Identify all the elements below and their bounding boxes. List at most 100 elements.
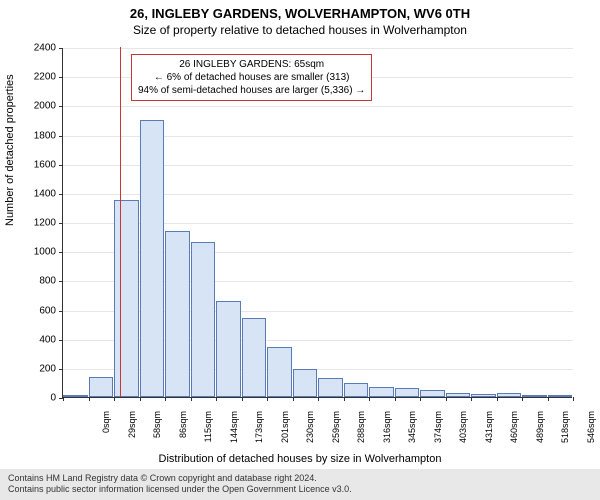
xtick-mark [114, 397, 115, 401]
ytick-label: 2200 [16, 72, 56, 83]
chart-subtitle: Size of property relative to detached ho… [0, 21, 600, 37]
ytick-mark [59, 223, 63, 224]
chart-area: 0sqm29sqm58sqm86sqm115sqm144sqm173sqm201… [62, 48, 572, 398]
ytick-label: 400 [16, 334, 56, 345]
histogram-bar [548, 395, 573, 397]
histogram-bar [446, 393, 471, 397]
xtick-label: 173sqm [254, 411, 264, 456]
xtick-label: 431sqm [484, 411, 494, 456]
xtick-label: 288sqm [356, 411, 366, 456]
histogram-bar [89, 377, 114, 397]
ytick-mark [59, 106, 63, 107]
ytick-mark [59, 136, 63, 137]
footer-line-2: Contains public sector information licen… [8, 484, 592, 496]
xtick-label: 201sqm [280, 411, 290, 456]
y-axis-label: Number of detached properties [4, 74, 16, 226]
histogram-bar [63, 395, 88, 397]
xtick-mark [548, 397, 549, 401]
xtick-mark [318, 397, 319, 401]
ytick-label: 1200 [16, 218, 56, 229]
xtick-mark [191, 397, 192, 401]
xtick-mark [293, 397, 294, 401]
ytick-mark [59, 165, 63, 166]
histogram-bar [267, 347, 292, 397]
histogram-bar [165, 231, 190, 397]
histogram-bar [191, 242, 216, 397]
histogram-bar [420, 390, 445, 397]
xtick-label: 316sqm [382, 411, 392, 456]
xtick-mark [420, 397, 421, 401]
ytick-mark [59, 48, 63, 49]
ytick-mark [59, 311, 63, 312]
histogram-bar [471, 394, 496, 397]
histogram-bar [140, 120, 165, 397]
ytick-label: 0 [16, 393, 56, 404]
xtick-label: 374sqm [433, 411, 443, 456]
ytick-label: 2000 [16, 101, 56, 112]
reference-line [120, 47, 121, 397]
xtick-mark [497, 397, 498, 401]
xtick-mark [471, 397, 472, 401]
histogram-bar [293, 369, 318, 397]
xtick-mark [63, 397, 64, 401]
footer-attribution: Contains HM Land Registry data © Crown c… [0, 469, 600, 500]
xtick-label: 29sqm [127, 411, 137, 456]
ytick-mark [59, 369, 63, 370]
xtick-mark [165, 397, 166, 401]
ytick-label: 1000 [16, 247, 56, 258]
xtick-mark [267, 397, 268, 401]
xtick-mark [522, 397, 523, 401]
xtick-label: 86sqm [178, 411, 188, 456]
xtick-mark [369, 397, 370, 401]
ytick-label: 1400 [16, 188, 56, 199]
xtick-label: 58sqm [152, 411, 162, 456]
xtick-mark [573, 397, 574, 401]
xtick-label: 546sqm [586, 411, 596, 456]
histogram-bar [369, 387, 394, 397]
annotation-box: 26 INGLEBY GARDENS: 65sqm← 6% of detache… [131, 54, 372, 101]
plot-region: 0sqm29sqm58sqm86sqm115sqm144sqm173sqm201… [62, 48, 572, 398]
ytick-label: 1600 [16, 159, 56, 170]
ytick-mark [59, 252, 63, 253]
histogram-bar [242, 318, 267, 397]
annotation-line: 94% of semi-detached houses are larger (… [138, 84, 365, 97]
ytick-mark [59, 194, 63, 195]
histogram-bar [395, 388, 420, 397]
xtick-label: 345sqm [407, 411, 417, 456]
xtick-label: 518sqm [560, 411, 570, 456]
annotation-line: ← 6% of detached houses are smaller (313… [138, 71, 365, 84]
xtick-mark [216, 397, 217, 401]
histogram-bar [216, 301, 241, 397]
histogram-bar [344, 383, 369, 397]
ytick-mark [59, 77, 63, 78]
x-axis-label: Distribution of detached houses by size … [0, 453, 600, 465]
xtick-label: 259sqm [331, 411, 341, 456]
xtick-label: 460sqm [509, 411, 519, 456]
chart-title: 26, INGLEBY GARDENS, WOLVERHAMPTON, WV6 … [0, 0, 600, 21]
xtick-mark [242, 397, 243, 401]
ytick-label: 200 [16, 363, 56, 374]
histogram-bar [497, 393, 522, 397]
ytick-label: 2400 [16, 43, 56, 54]
chart-container: 26, INGLEBY GARDENS, WOLVERHAMPTON, WV6 … [0, 0, 600, 500]
histogram-bar [318, 378, 343, 397]
gridline [63, 48, 573, 49]
ytick-mark [59, 340, 63, 341]
xtick-label: 489sqm [535, 411, 545, 456]
footer-line-1: Contains HM Land Registry data © Crown c… [8, 473, 592, 485]
histogram-bar [522, 395, 547, 397]
xtick-mark [395, 397, 396, 401]
ytick-mark [59, 281, 63, 282]
ytick-label: 1800 [16, 130, 56, 141]
histogram-bar [114, 200, 139, 397]
xtick-mark [89, 397, 90, 401]
annotation-line: 26 INGLEBY GARDENS: 65sqm [138, 58, 365, 71]
xtick-label: 115sqm [203, 411, 213, 456]
xtick-label: 403sqm [458, 411, 468, 456]
xtick-mark [446, 397, 447, 401]
xtick-mark [344, 397, 345, 401]
xtick-mark [140, 397, 141, 401]
xtick-label: 0sqm [101, 411, 111, 456]
ytick-label: 800 [16, 276, 56, 287]
xtick-label: 230sqm [305, 411, 315, 456]
